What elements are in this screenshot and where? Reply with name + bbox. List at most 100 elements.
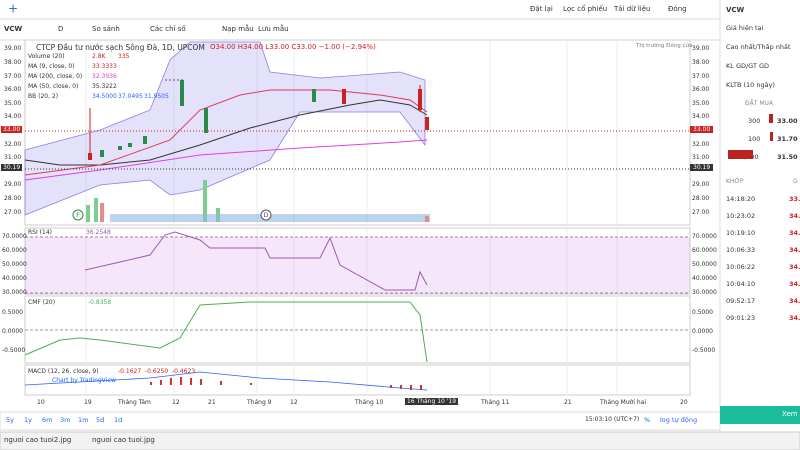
rsi-label: 40.0000 (692, 275, 717, 282)
rsi-label: 30.0000 (692, 289, 717, 296)
panel-row: Giá hiện tại (726, 24, 764, 32)
indicator-value: 31.9505 (144, 93, 169, 100)
trade-time: 10:23:02 (726, 212, 756, 220)
event-marker[interactable] (72, 209, 84, 221)
range-button[interactable]: 1y (24, 416, 32, 424)
trade-price: 34. (789, 297, 800, 305)
macd-value: -0.4623 (172, 368, 196, 375)
bid-bar (728, 150, 753, 159)
bid-price: 33.00 (777, 117, 798, 125)
candles (88, 79, 429, 160)
price-label-left: 37.00 (4, 72, 22, 80)
range-button[interactable]: 1d (114, 416, 123, 424)
x-label: Tháng 9 (247, 399, 272, 406)
rsi-label-left: 60.0000 (2, 247, 27, 254)
ma50-line (24, 99, 428, 166)
trades-header: KHỚP (726, 178, 744, 185)
cmf-label: 0.5000 (692, 309, 713, 316)
scale-option[interactable]: tự động (672, 416, 698, 424)
cmf-label: 0.0000 (692, 328, 713, 335)
event-marker[interactable] (260, 209, 272, 221)
macd-name: MACD (12, 26, close, 9) (28, 368, 99, 375)
x-label: 19 (84, 399, 92, 406)
ma9-line (24, 89, 428, 176)
tv-credit: Chart by TradingView (52, 377, 116, 384)
indicator-name: MA (50, close, 0) (28, 83, 79, 90)
bid-bar (769, 114, 773, 123)
taskbar-file[interactable]: nguoi cao tuoi2.jpg (4, 436, 72, 444)
trade-price: 34. (789, 229, 800, 237)
trade-time: 09:01:23 (726, 314, 756, 322)
panel-row: Cao nhất/Thấp nhất (726, 43, 791, 51)
interval[interactable]: D (58, 25, 64, 33)
cmf-name: CMF (20) (28, 299, 56, 306)
top-button[interactable]: Tải dữ liệu (614, 5, 651, 13)
price-pane (24, 39, 691, 226)
price-label: 32.00 (692, 140, 710, 148)
price-label: 27.00 (692, 208, 710, 216)
price-label-left: 38.00 (4, 59, 22, 66)
indicator-name: Volume (20) (28, 53, 65, 60)
scale-option[interactable]: log (660, 416, 670, 424)
bid-price: 31.70 (777, 135, 798, 143)
legend-ohlc: O34.00 H34.00 L33.00 C33.00 −1.00 (−2.94… (210, 43, 376, 51)
range-button[interactable]: 1m (78, 416, 89, 424)
legend-title: CTCP Đầu tư nước sạch Sông Đà, 1D, UPCOM (36, 43, 205, 52)
x-label: Tháng Mười hai (600, 399, 647, 406)
indicator-value: 335 (118, 53, 130, 60)
trade-price: 34. (789, 280, 800, 288)
current-price-left: 33.00 (1, 126, 23, 133)
price-label: 37.00 (692, 72, 710, 80)
toolbar-item[interactable]: Các chỉ số (150, 25, 186, 33)
rsi-name: RSI (14) (28, 229, 52, 236)
trade-time: 09:52:17 (726, 297, 756, 305)
top-button[interactable]: Đặt lại (530, 5, 553, 13)
top-button[interactable]: Đóng (668, 5, 687, 13)
cmf-label-left: -0.5000 (2, 347, 26, 354)
indicator-value: 33.3333 (92, 63, 117, 70)
price-label: 39.00 (692, 45, 710, 53)
trade-time: 14:18:20 (726, 195, 756, 203)
price-label: 35.00 (692, 99, 710, 107)
add-icon[interactable]: + (8, 2, 18, 16)
trade-time: 10:06:22 (726, 263, 756, 271)
scale-option[interactable]: % (644, 416, 651, 424)
price-label-left: 29.00 (4, 181, 22, 189)
taskbar (0, 431, 800, 450)
range-button[interactable]: 5y (6, 416, 14, 424)
macd-pane (24, 364, 691, 396)
symbol: VCW (4, 25, 23, 33)
bid-volume: 100 (748, 135, 761, 143)
macd-value: -0.1627 (118, 368, 142, 375)
trade-time: 10:19:10 (726, 229, 756, 237)
bid-bar (770, 132, 773, 141)
taskbar-file[interactable]: nguoi cao tuoi.jpg (92, 436, 155, 444)
market-status: Thị trường Đóng cửa (636, 43, 693, 49)
range-button[interactable]: 6m (42, 416, 53, 424)
event-marker-label: D (263, 211, 268, 219)
rsi-label-left: 50.0000 (2, 261, 27, 268)
price-label-left: 32.00 (4, 140, 22, 148)
top-button[interactable]: Lọc cổ phiếu (563, 5, 608, 13)
toolbar-item[interactable]: Lưu mẫu (258, 25, 289, 33)
range-button[interactable]: 3m (60, 416, 71, 424)
panel-symbol: VCW (726, 6, 745, 14)
price-label: 34.00 (692, 113, 710, 121)
toolbar-item[interactable]: So sánh (92, 25, 120, 33)
view-button[interactable] (720, 406, 800, 424)
price-label-left: 36.00 (4, 86, 22, 94)
rsi-line (84, 231, 428, 291)
toolbar-item[interactable]: Nạp mẫu (222, 25, 254, 33)
trade-price: 34. (789, 212, 800, 220)
panel-row: KL GD/GT GD (726, 62, 770, 70)
view-button-label[interactable]: Xem (782, 410, 798, 418)
range-button[interactable]: 5d (96, 416, 105, 424)
price-label-left: 39.00 (4, 45, 22, 53)
price-label: 28.00 (692, 195, 710, 202)
rsi-label: 50.0000 (692, 261, 717, 268)
price-label-left: 28.00 (4, 195, 22, 202)
bid-price: 31.50 (777, 153, 798, 161)
price-label-left: 27.00 (4, 208, 22, 216)
indicator-value: 2.8K (92, 53, 106, 60)
price-label-left: 31.00 (4, 154, 22, 162)
